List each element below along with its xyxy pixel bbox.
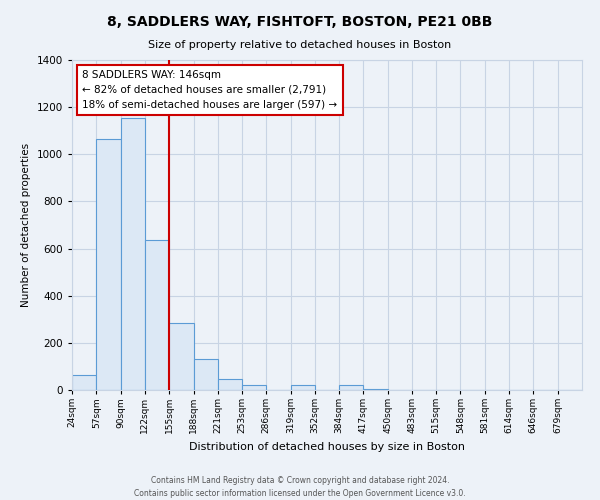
- Bar: [121, 118, 145, 390]
- Bar: [97, 139, 121, 390]
- X-axis label: Distribution of detached houses by size in Boston: Distribution of detached houses by size …: [189, 442, 465, 452]
- Bar: [145, 240, 169, 390]
- Bar: [290, 386, 315, 390]
- Bar: [339, 386, 364, 390]
- Bar: [72, 374, 97, 390]
- Bar: [364, 389, 388, 390]
- Text: Contains HM Land Registry data © Crown copyright and database right 2024.
Contai: Contains HM Land Registry data © Crown c…: [134, 476, 466, 498]
- Text: 8 SADDLERS WAY: 146sqm
← 82% of detached houses are smaller (2,791)
18% of semi-: 8 SADDLERS WAY: 146sqm ← 82% of detached…: [82, 70, 337, 110]
- Y-axis label: Number of detached properties: Number of detached properties: [21, 143, 31, 307]
- Bar: [242, 386, 266, 390]
- Text: 8, SADDLERS WAY, FISHTOFT, BOSTON, PE21 0BB: 8, SADDLERS WAY, FISHTOFT, BOSTON, PE21 …: [107, 15, 493, 29]
- Bar: [218, 380, 242, 390]
- Text: Size of property relative to detached houses in Boston: Size of property relative to detached ho…: [148, 40, 452, 50]
- Bar: [194, 360, 218, 390]
- Bar: [169, 323, 194, 390]
